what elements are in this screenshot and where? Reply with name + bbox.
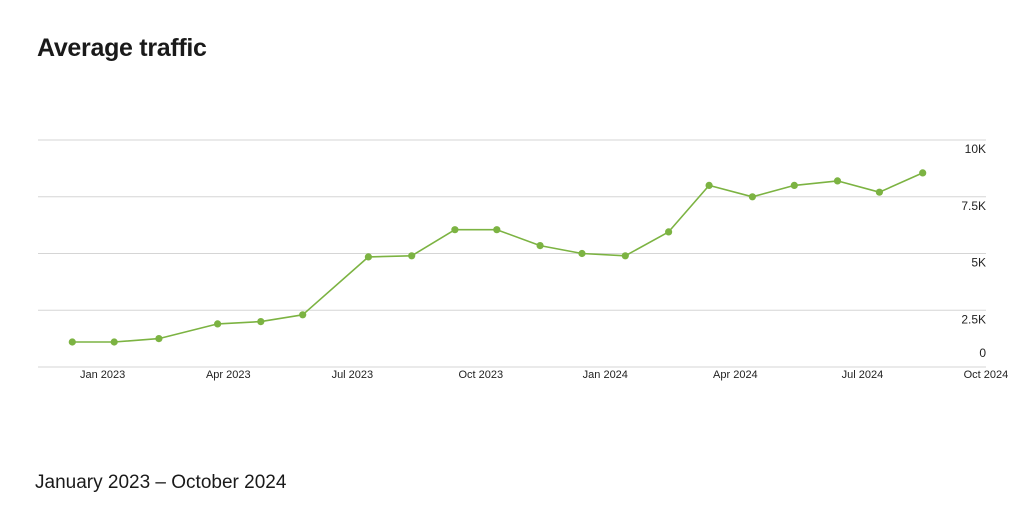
data-point bbox=[665, 228, 673, 236]
data-point bbox=[110, 338, 118, 346]
data-point bbox=[875, 188, 884, 196]
chart-title: Average traffic bbox=[37, 34, 207, 62]
y-tick-label: 10K bbox=[965, 142, 986, 156]
grid-lines bbox=[38, 139, 986, 368]
data-point bbox=[621, 252, 629, 260]
x-axis-ticks: Jan 2023 Apr 2023 Jul 2023 Oct 2023 Jan 2024… bbox=[80, 369, 1008, 381]
x-tick-label: Oct 2023 bbox=[459, 369, 504, 381]
x-tick-label: Jan 2023 bbox=[80, 369, 125, 381]
data-point bbox=[790, 181, 798, 189]
data-point bbox=[364, 253, 372, 261]
data-point bbox=[155, 335, 163, 343]
data-point bbox=[68, 338, 76, 346]
x-tick-label: Jul 2024 bbox=[842, 369, 884, 381]
data-point bbox=[919, 169, 927, 177]
y-axis-ticks: 10K 7.5K 5K 2.5K 0 bbox=[961, 142, 986, 360]
y-tick-label: 5K bbox=[971, 256, 986, 270]
date-range-caption: January 2023 – October 2024 bbox=[35, 472, 287, 493]
y-tick-label: 7.5K bbox=[961, 199, 986, 213]
data-point bbox=[299, 311, 307, 319]
data-point bbox=[748, 193, 757, 201]
data-point bbox=[578, 249, 586, 258]
x-tick-label: Oct 2024 bbox=[964, 369, 1009, 381]
y-tick-label: 2.5K bbox=[961, 312, 986, 326]
data-point bbox=[257, 318, 265, 326]
data-point bbox=[451, 226, 459, 234]
x-tick-label: Jul 2023 bbox=[332, 369, 374, 381]
data-point bbox=[493, 226, 501, 234]
series-traffic bbox=[68, 169, 927, 346]
x-tick-label: Apr 2024 bbox=[713, 369, 758, 381]
series-line bbox=[72, 172, 924, 343]
data-point bbox=[214, 320, 222, 328]
data-point bbox=[536, 242, 544, 250]
x-tick-label: Jan 2024 bbox=[583, 369, 628, 381]
x-tick-label: Apr 2023 bbox=[206, 369, 251, 381]
y-tick-label: 0 bbox=[979, 346, 986, 360]
data-point bbox=[408, 252, 416, 260]
data-point bbox=[833, 177, 842, 185]
data-point bbox=[705, 181, 713, 189]
